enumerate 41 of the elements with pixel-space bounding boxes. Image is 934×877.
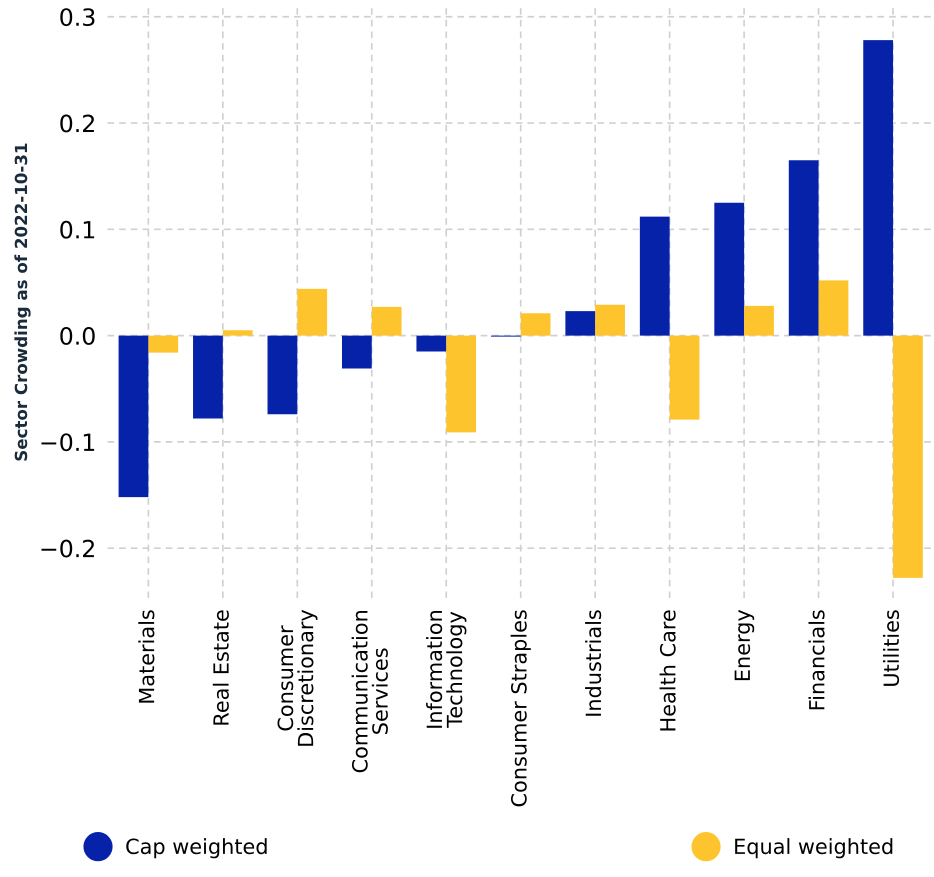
legend-label: Cap weighted bbox=[126, 838, 267, 858]
x-tick-label: Financials bbox=[808, 610, 825, 710]
bar bbox=[788, 160, 819, 336]
bar bbox=[863, 40, 894, 336]
bar bbox=[520, 313, 550, 336]
x-tick-label: Consumer Straples bbox=[510, 610, 531, 806]
bar bbox=[342, 336, 372, 369]
x-tick-label: Information Technology bbox=[426, 610, 466, 728]
x-tick-label: Health Care bbox=[660, 610, 676, 730]
y-tick-label: −0.1 bbox=[41, 433, 94, 452]
x-tick-label: Real Estate bbox=[212, 610, 229, 725]
bar bbox=[640, 216, 670, 336]
bar bbox=[818, 280, 848, 336]
y-tick-label: 0.0 bbox=[60, 327, 95, 345]
bar bbox=[744, 306, 774, 336]
bar bbox=[670, 336, 700, 420]
bar bbox=[118, 336, 148, 498]
y-tick-label: 0.2 bbox=[60, 114, 94, 132]
bar bbox=[714, 202, 744, 336]
bar bbox=[297, 288, 328, 336]
x-tick-label: Communication Services bbox=[352, 610, 388, 772]
y-tick-label: 0.3 bbox=[60, 8, 94, 26]
y-tick-label: −0.2 bbox=[41, 540, 94, 558]
x-tick-label: Materials bbox=[138, 610, 154, 703]
bar bbox=[372, 306, 402, 336]
bar bbox=[222, 330, 253, 336]
bar bbox=[595, 304, 625, 336]
bar bbox=[893, 336, 923, 578]
x-tick-label: Utilities bbox=[882, 610, 900, 686]
y-tick-label: 0.1 bbox=[60, 220, 94, 239]
x-tick-label: Industrials bbox=[585, 610, 602, 716]
y-axis-title: Sector Crowding as of 2022-10-31 bbox=[14, 144, 31, 461]
bar bbox=[446, 336, 476, 432]
x-tick-label: Consumer Discretionary bbox=[278, 610, 318, 746]
legend-label: Equal weighted bbox=[735, 838, 892, 858]
bar bbox=[268, 336, 298, 414]
bar bbox=[565, 311, 596, 336]
bar bbox=[148, 336, 178, 353]
bar bbox=[193, 336, 223, 418]
x-tick-label: Energy bbox=[734, 610, 754, 680]
bar bbox=[416, 336, 446, 352]
